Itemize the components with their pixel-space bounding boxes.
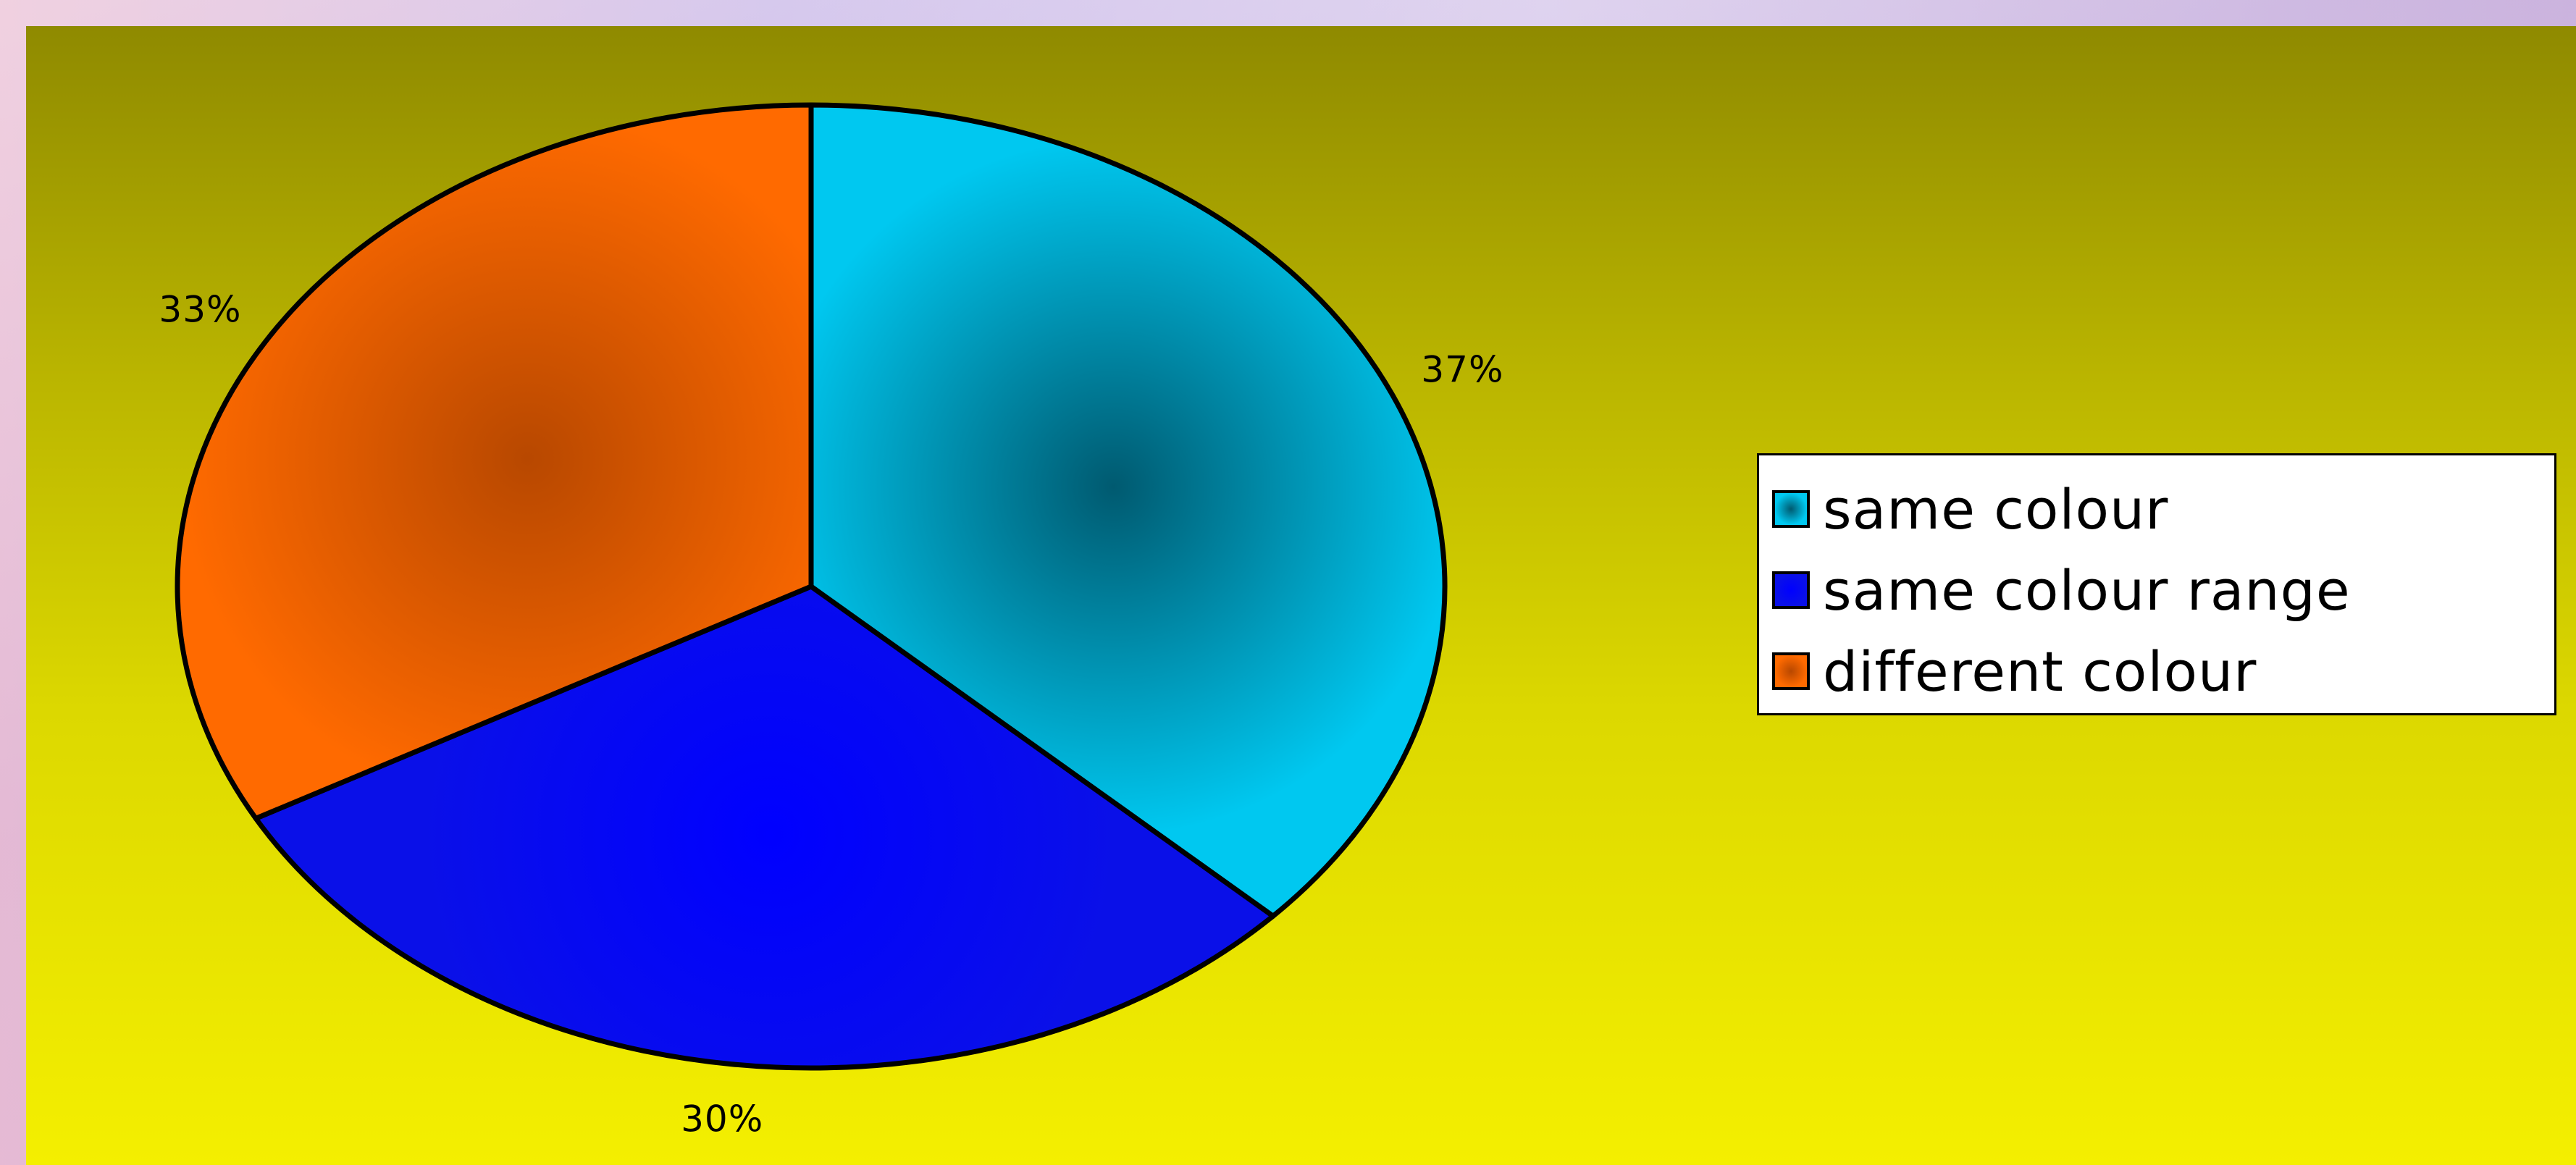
legend-item-same-colour: same colour [1772, 468, 2554, 550]
legend-label-same-colour: same colour [1823, 476, 2169, 542]
pie-labels: 37% 30% 33% [159, 288, 1503, 1140]
legend-label-different-colour: different colour [1823, 639, 2257, 704]
legend-swatch-same-colour [1772, 490, 1810, 528]
legend-item-same-colour-range: same colour range [1772, 550, 2554, 631]
pie-slice-same-colour-range [253, 584, 1276, 1071]
pie-slices [175, 102, 1448, 1071]
pie-slice-different-colour [175, 102, 814, 821]
legend-label-same-colour-range: same colour range [1823, 558, 2351, 623]
pie-label-different-colour: 33% [159, 288, 241, 330]
pie-label-same-colour-range: 30% [681, 1098, 763, 1140]
legend-item-different-colour: different colour [1772, 631, 2554, 712]
legend-swatch-different-colour [1772, 652, 1810, 690]
pie-slice-same-colour [808, 102, 1448, 919]
legend-swatch-same-colour-range [1772, 571, 1810, 609]
pie-label-same-colour: 37% [1421, 349, 1503, 391]
legend: same colour same colour range different … [1757, 453, 2556, 715]
